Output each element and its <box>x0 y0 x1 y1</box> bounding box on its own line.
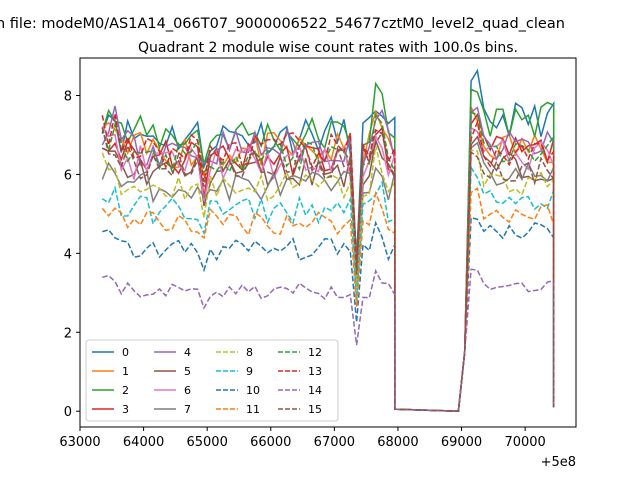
series-line-5 <box>101 135 555 412</box>
figure-suptitle: n file: modeM0/AS1A14_066T07_9000006522_… <box>0 16 565 32</box>
series-line-11 <box>101 187 555 412</box>
x-tick-label: 70000 <box>504 435 545 450</box>
legend-label-15: 15 <box>308 403 322 416</box>
legend-label-13: 13 <box>308 365 322 378</box>
x-offset-label: +5e8 <box>541 455 576 470</box>
y-axis: 0 2 4 6 8 <box>64 89 80 420</box>
y-tick-label: 2 <box>64 326 72 341</box>
chart-title: Quadrant 2 module wise count rates with … <box>138 40 518 56</box>
series-line-14 <box>102 268 555 412</box>
y-tick-label: 0 <box>64 405 72 420</box>
legend-label-3: 3 <box>122 403 129 416</box>
legend-label-6: 6 <box>184 384 191 397</box>
legend-frame <box>85 339 339 422</box>
legend-label-7: 7 <box>184 403 191 416</box>
plot-area <box>101 68 555 412</box>
x-tick-label: 64000 <box>123 435 164 450</box>
legend-label-10: 10 <box>246 384 260 397</box>
x-tick-label: 67000 <box>314 435 355 450</box>
series-line-2 <box>101 81 555 412</box>
x-tick-label: 68000 <box>377 435 418 450</box>
legend-label-8: 8 <box>246 346 253 359</box>
x-tick-label: 65000 <box>186 435 227 450</box>
y-tick-label: 6 <box>64 168 72 183</box>
x-tick-label: 66000 <box>250 435 291 450</box>
series-line-9 <box>101 165 555 412</box>
legend-label-14: 14 <box>308 384 322 397</box>
x-axis: 63000 64000 65000 66000 67000 68000 69000 70000 <box>59 427 546 450</box>
legend-label-0: 0 <box>122 346 129 359</box>
legend-label-9: 9 <box>246 365 253 378</box>
axes-frame <box>79 57 577 428</box>
x-tick-label: 69000 <box>441 435 482 450</box>
x-tick-label: 63000 <box>59 435 100 450</box>
legend-label-12: 12 <box>308 346 322 359</box>
legend-label-5: 5 <box>184 365 191 378</box>
series-line-15 <box>101 127 555 412</box>
y-tick-label: 8 <box>64 89 72 104</box>
legend-label-2: 2 <box>122 384 129 397</box>
y-tick-label: 4 <box>64 247 72 262</box>
legend-label-4: 4 <box>184 346 191 359</box>
series-line-7 <box>101 141 555 412</box>
legend-label-11: 11 <box>246 403 260 416</box>
series-line-8 <box>101 145 555 412</box>
series-line-6 <box>101 125 555 412</box>
legend-label-1: 1 <box>122 365 129 378</box>
